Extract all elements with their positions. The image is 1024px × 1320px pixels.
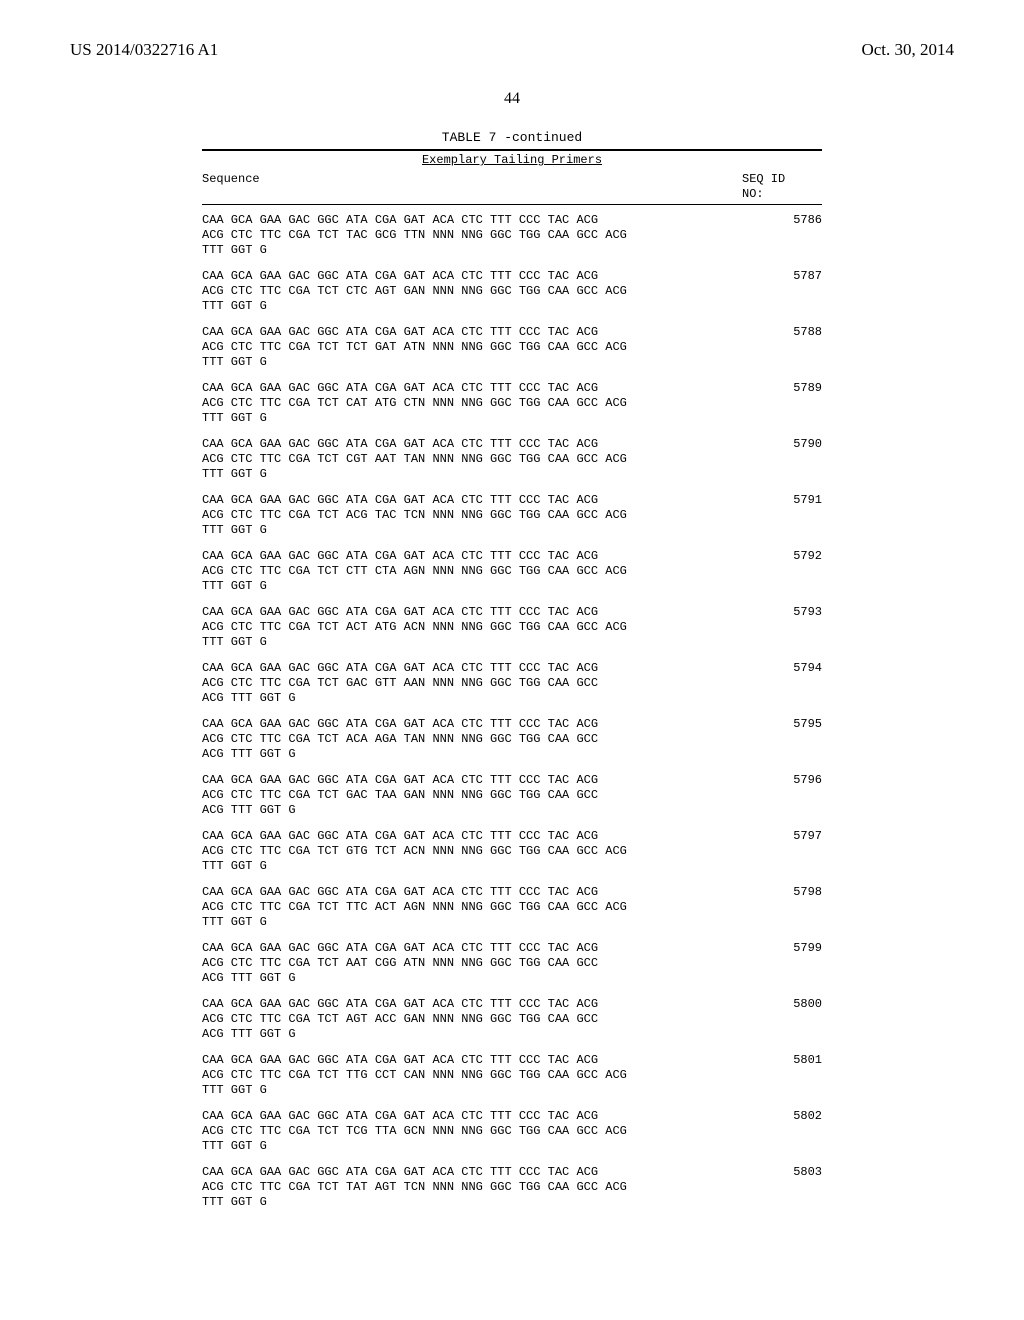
seq-id-number: 5795 [762,717,822,762]
col-header-seqid-bottom: NO: [742,187,822,202]
sequence-text: CAA GCA GAA GAC GGC ATA CGA GAT ACA CTC … [202,1109,762,1154]
table-subtitle: Exemplary Tailing Primers [202,153,822,168]
sequence-entry: CAA GCA GAA GAC GGC ATA CGA GAT ACA CTC … [202,1053,822,1098]
seq-id-number: 5789 [762,381,822,426]
seq-id-number: 5788 [762,325,822,370]
sequence-text: CAA GCA GAA GAC GGC ATA CGA GAT ACA CTC … [202,605,762,650]
seq-id-number: 5800 [762,997,822,1042]
sequence-entry: CAA GCA GAA GAC GGC ATA CGA GAT ACA CTC … [202,437,822,482]
seq-id-number: 5790 [762,437,822,482]
sequence-entry: CAA GCA GAA GAC GGC ATA CGA GAT ACA CTC … [202,941,822,986]
seq-id-number: 5787 [762,269,822,314]
sequence-entry: CAA GCA GAA GAC GGC ATA CGA GAT ACA CTC … [202,213,822,258]
seq-id-number: 5803 [762,1165,822,1210]
table-container: Exemplary Tailing Primers Sequence SEQ I… [202,149,822,1210]
seq-id-number: 5791 [762,493,822,538]
sequence-text: CAA GCA GAA GAC GGC ATA CGA GAT ACA CTC … [202,437,762,482]
seq-id-number: 5798 [762,885,822,930]
sequence-text: CAA GCA GAA GAC GGC ATA CGA GAT ACA CTC … [202,493,762,538]
sequence-entry: CAA GCA GAA GAC GGC ATA CGA GAT ACA CTC … [202,381,822,426]
sequence-text: CAA GCA GAA GAC GGC ATA CGA GAT ACA CTC … [202,661,762,706]
seq-id-number: 5799 [762,941,822,986]
sequence-entry: CAA GCA GAA GAC GGC ATA CGA GAT ACA CTC … [202,885,822,930]
rule-top [202,149,822,151]
seq-id-number: 5786 [762,213,822,258]
sequence-text: CAA GCA GAA GAC GGC ATA CGA GAT ACA CTC … [202,717,762,762]
sequence-text: CAA GCA GAA GAC GGC ATA CGA GAT ACA CTC … [202,1053,762,1098]
col-header-seqid-top: SEQ ID [742,172,822,187]
seq-id-number: 5792 [762,549,822,594]
seq-id-number: 5802 [762,1109,822,1154]
page-header: US 2014/0322716 A1 Oct. 30, 2014 [70,40,954,60]
sequence-text: CAA GCA GAA GAC GGC ATA CGA GAT ACA CTC … [202,885,762,930]
sequence-text: CAA GCA GAA GAC GGC ATA CGA GAT ACA CTC … [202,997,762,1042]
sequence-entry: CAA GCA GAA GAC GGC ATA CGA GAT ACA CTC … [202,269,822,314]
seq-id-number: 5794 [762,661,822,706]
sequence-entry: CAA GCA GAA GAC GGC ATA CGA GAT ACA CTC … [202,661,822,706]
sequence-entry: CAA GCA GAA GAC GGC ATA CGA GAT ACA CTC … [202,1109,822,1154]
entries-list: CAA GCA GAA GAC GGC ATA CGA GAT ACA CTC … [202,213,822,1210]
sequence-text: CAA GCA GAA GAC GGC ATA CGA GAT ACA CTC … [202,269,762,314]
table-caption: TABLE 7 -continued [70,130,954,145]
seq-id-number: 5796 [762,773,822,818]
sequence-entry: CAA GCA GAA GAC GGC ATA CGA GAT ACA CTC … [202,493,822,538]
sequence-entry: CAA GCA GAA GAC GGC ATA CGA GAT ACA CTC … [202,549,822,594]
sequence-text: CAA GCA GAA GAC GGC ATA CGA GAT ACA CTC … [202,549,762,594]
sequence-text: CAA GCA GAA GAC GGC ATA CGA GAT ACA CTC … [202,773,762,818]
sequence-entry: CAA GCA GAA GAC GGC ATA CGA GAT ACA CTC … [202,773,822,818]
seq-id-number: 5801 [762,1053,822,1098]
seq-id-number: 5797 [762,829,822,874]
sequence-entry: CAA GCA GAA GAC GGC ATA CGA GAT ACA CTC … [202,1165,822,1210]
seq-id-number: 5793 [762,605,822,650]
col-header-seqid: SEQ ID NO: [742,172,822,202]
header-left: US 2014/0322716 A1 [70,40,218,60]
sequence-entry: CAA GCA GAA GAC GGC ATA CGA GAT ACA CTC … [202,605,822,650]
header-right: Oct. 30, 2014 [861,40,954,60]
sequence-text: CAA GCA GAA GAC GGC ATA CGA GAT ACA CTC … [202,325,762,370]
sequence-text: CAA GCA GAA GAC GGC ATA CGA GAT ACA CTC … [202,829,762,874]
column-headers: Sequence SEQ ID NO: [202,172,822,202]
page: US 2014/0322716 A1 Oct. 30, 2014 44 TABL… [0,0,1024,1320]
sequence-entry: CAA GCA GAA GAC GGC ATA CGA GAT ACA CTC … [202,997,822,1042]
sequence-text: CAA GCA GAA GAC GGC ATA CGA GAT ACA CTC … [202,1165,762,1210]
sequence-entry: CAA GCA GAA GAC GGC ATA CGA GAT ACA CTC … [202,717,822,762]
sequence-text: CAA GCA GAA GAC GGC ATA CGA GAT ACA CTC … [202,941,762,986]
page-number: 44 [70,90,954,108]
sequence-text: CAA GCA GAA GAC GGC ATA CGA GAT ACA CTC … [202,381,762,426]
sequence-entry: CAA GCA GAA GAC GGC ATA CGA GAT ACA CTC … [202,325,822,370]
col-header-sequence: Sequence [202,172,742,202]
rule-under-header [202,204,822,205]
sequence-text: CAA GCA GAA GAC GGC ATA CGA GAT ACA CTC … [202,213,762,258]
sequence-entry: CAA GCA GAA GAC GGC ATA CGA GAT ACA CTC … [202,829,822,874]
